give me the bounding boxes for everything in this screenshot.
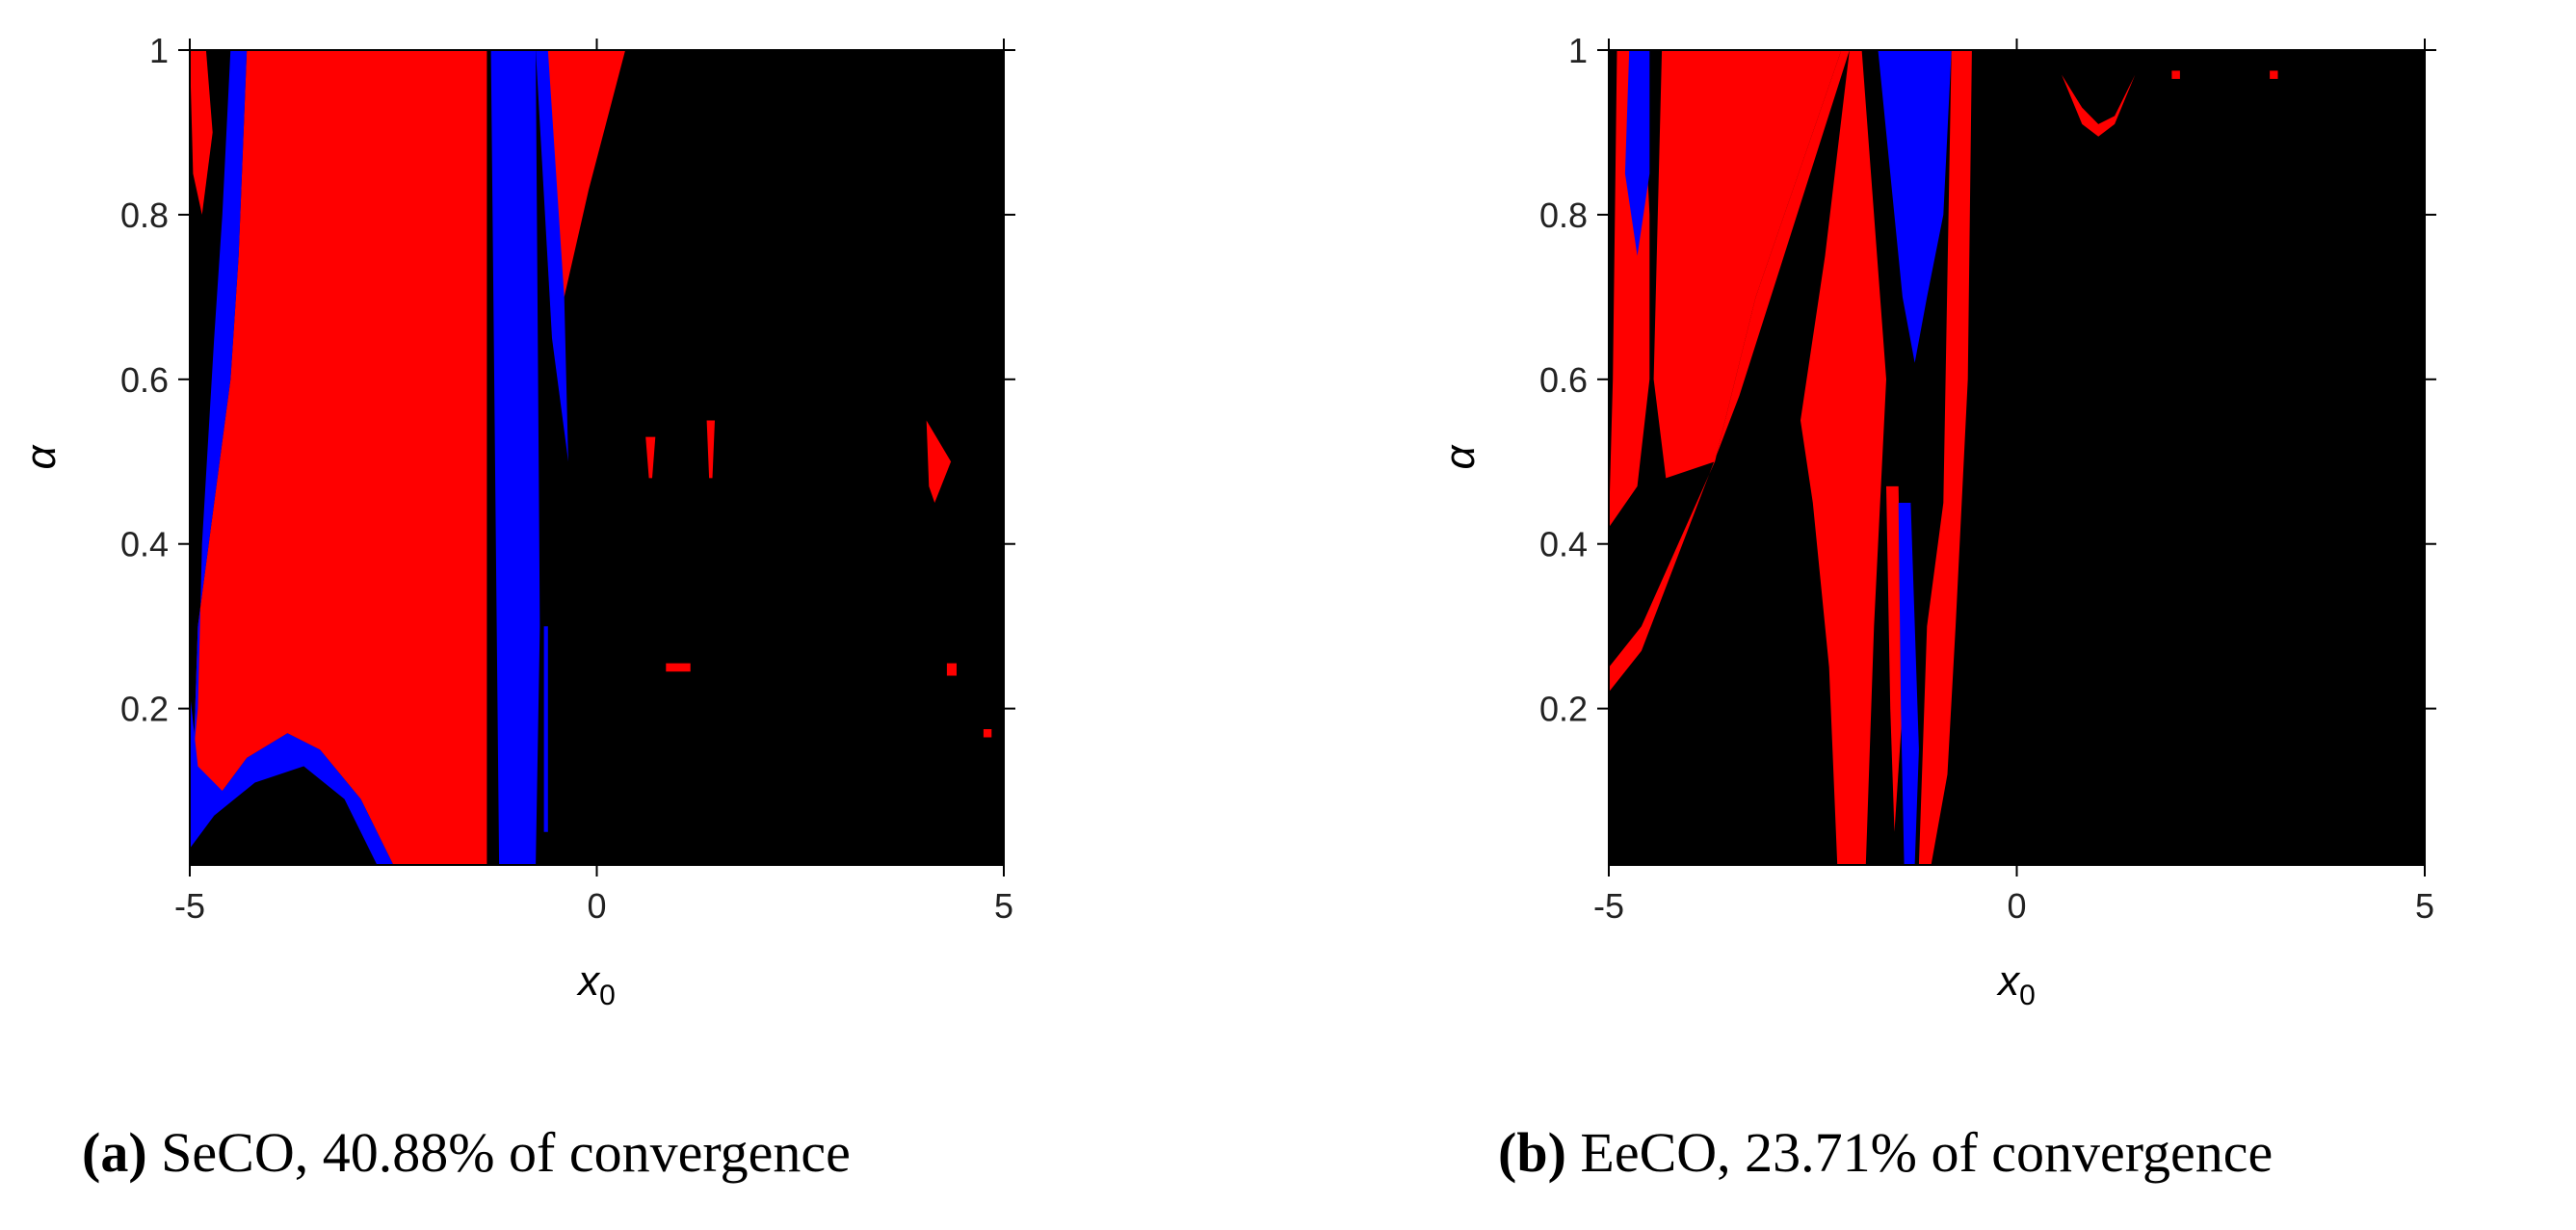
red-region: [2270, 70, 2278, 79]
blue-region: [190, 692, 394, 865]
x-axis-label: x0: [576, 957, 616, 1011]
red-region: [2171, 70, 2180, 79]
y-tick-label: 0.4: [120, 525, 169, 564]
red-region: [190, 50, 213, 215]
caption-b-label: (b): [1498, 1121, 1566, 1184]
y-axis-label: α: [1436, 444, 1484, 470]
red-region: [1801, 50, 1886, 865]
red-region: [983, 729, 992, 738]
caption-b-text: EeCO, 23.71% of convergence: [1580, 1121, 2274, 1184]
caption-a: (a) SeCO, 40.88% of convergence: [82, 1125, 851, 1181]
x-tick-label: 0: [2007, 886, 2026, 926]
red-region: [1609, 50, 1850, 693]
red-region: [543, 50, 626, 298]
y-tick-label: 0.6: [120, 360, 169, 400]
blue-region: [543, 626, 548, 832]
red-region: [1653, 50, 1842, 479]
x-tick-label: -5: [174, 886, 205, 926]
y-tick-label: 0.6: [1539, 360, 1588, 400]
red-region: [706, 420, 715, 479]
caption-b: (b) EeCO, 23.71% of convergence: [1498, 1125, 2273, 1181]
red-region: [1886, 485, 1903, 832]
blue-region: [1878, 50, 1952, 363]
y-tick-label: 0.2: [120, 690, 169, 729]
red-region: [926, 420, 952, 503]
blue-region: [1624, 50, 1650, 256]
x-tick-label: 5: [2415, 886, 2434, 926]
y-tick-label: 1: [149, 31, 169, 70]
caption-a-label: (a): [82, 1121, 147, 1184]
red-region: [2062, 74, 2136, 137]
red-region: [666, 663, 691, 672]
x-axis-label: x0: [1996, 957, 2036, 1011]
red-region: [645, 436, 656, 479]
red-region: [1918, 50, 1972, 865]
x-tick-label: 0: [587, 886, 606, 926]
panel-b: -5 0 5 0.2 0.4 0.6 0.8 1 x0 α: [1436, 31, 2436, 1011]
red-region: [275, 50, 284, 84]
blue-region: [536, 50, 568, 462]
y-tick-label: 0.2: [1539, 690, 1588, 729]
y-tick-label: 0.8: [120, 196, 169, 235]
caption-a-text: SeCO, 40.88% of convergence: [161, 1121, 851, 1184]
y-axis-label: α: [17, 444, 65, 470]
blue-region: [194, 50, 248, 750]
y-tick-label: 1: [1568, 31, 1588, 70]
panel-a: -5 0 5 0.2 0.4 0.6 0.8 1 x0 α: [17, 31, 1015, 1011]
blue-region: [1898, 503, 1919, 865]
blue-region: [490, 50, 540, 865]
y-tick-label: 0.8: [1539, 196, 1588, 235]
red-region: [946, 663, 957, 676]
x-tick-label: 5: [994, 886, 1013, 926]
red-region: [194, 50, 487, 865]
x-tick-label: -5: [1593, 886, 1624, 926]
y-tick-label: 0.4: [1539, 525, 1588, 564]
